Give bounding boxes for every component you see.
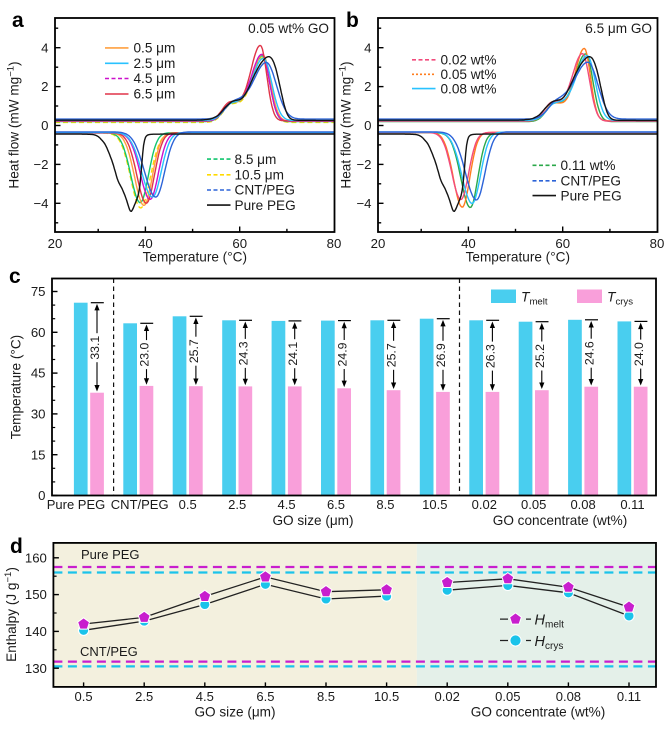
svg-text:b: b — [346, 9, 359, 32]
svg-text:10.5: 10.5 — [374, 689, 399, 704]
svg-text:4: 4 — [41, 40, 48, 55]
svg-text:−2: −2 — [356, 157, 371, 172]
svg-text:0.08: 0.08 — [556, 689, 581, 704]
svg-text:60: 60 — [555, 236, 570, 251]
svg-text:Heat flow (mW mg−1): Heat flow (mW mg−1) — [6, 61, 22, 188]
svg-text:25.7: 25.7 — [385, 343, 399, 367]
svg-text:0.02 wt%: 0.02 wt% — [441, 53, 497, 68]
svg-text:20: 20 — [48, 236, 63, 251]
svg-text:24.1: 24.1 — [286, 342, 300, 366]
svg-text:2.5 μm: 2.5 μm — [134, 56, 176, 71]
svg-text:0.5: 0.5 — [179, 497, 197, 512]
svg-text:0: 0 — [38, 488, 45, 503]
svg-text:−4: −4 — [356, 196, 371, 211]
svg-text:160: 160 — [25, 550, 47, 565]
svg-text:25.2: 25.2 — [533, 344, 547, 368]
svg-text:Temperature (°C): Temperature (°C) — [143, 250, 247, 265]
svg-text:Enthalpy (J g−1): Enthalpy (J g−1) — [3, 567, 19, 662]
svg-text:Temperature (°C): Temperature (°C) — [9, 335, 24, 439]
svg-text:80: 80 — [327, 236, 342, 251]
svg-text:4.5: 4.5 — [196, 689, 214, 704]
svg-text:0.05 wt%: 0.05 wt% — [441, 67, 497, 82]
svg-text:30: 30 — [31, 407, 46, 422]
svg-text:0.05 wt% GO: 0.05 wt% GO — [248, 21, 329, 36]
svg-text:−4: −4 — [33, 196, 48, 211]
svg-text:130: 130 — [25, 661, 47, 676]
svg-text:40: 40 — [138, 236, 153, 251]
svg-text:2: 2 — [41, 79, 48, 94]
svg-text:0.5: 0.5 — [75, 689, 93, 704]
svg-text:d: d — [10, 535, 23, 558]
svg-text:80: 80 — [650, 236, 665, 251]
svg-text:2: 2 — [364, 79, 371, 94]
svg-text:10.5: 10.5 — [422, 497, 447, 512]
svg-text:26.9: 26.9 — [434, 343, 448, 367]
svg-text:75: 75 — [31, 284, 46, 299]
svg-text:0: 0 — [364, 118, 371, 133]
svg-text:40: 40 — [461, 236, 476, 251]
svg-text:20: 20 — [371, 236, 386, 251]
svg-text:0: 0 — [41, 118, 48, 133]
svg-text:Pure PEG: Pure PEG — [561, 188, 622, 203]
svg-text:150: 150 — [25, 587, 47, 602]
svg-text:2.5: 2.5 — [135, 689, 153, 704]
svg-text:4.5: 4.5 — [278, 497, 296, 512]
svg-text:GO size (μm): GO size (μm) — [194, 705, 275, 720]
svg-text:8.5: 8.5 — [376, 497, 394, 512]
svg-text:CNT/PEG: CNT/PEG — [111, 497, 169, 512]
svg-text:6.5: 6.5 — [327, 497, 345, 512]
svg-text:Pure PEG: Pure PEG — [81, 547, 140, 562]
svg-text:Heat flow (mW mg−1): Heat flow (mW mg−1) — [338, 61, 354, 188]
svg-text:24.0: 24.0 — [632, 342, 646, 366]
svg-text:8.5 μm: 8.5 μm — [235, 152, 277, 167]
svg-text:0.11: 0.11 — [620, 497, 644, 512]
svg-text:6.5: 6.5 — [256, 689, 274, 704]
svg-text:CNT/PEG: CNT/PEG — [80, 644, 138, 659]
svg-text:0.08 wt%: 0.08 wt% — [441, 81, 497, 96]
svg-text:24.9: 24.9 — [335, 342, 349, 366]
svg-text:0.08: 0.08 — [570, 497, 595, 512]
svg-text:Pure PEG: Pure PEG — [47, 497, 106, 512]
svg-text:−2: −2 — [33, 157, 48, 172]
svg-text:Temperature (°C): Temperature (°C) — [466, 250, 570, 265]
svg-text:0.02: 0.02 — [435, 689, 460, 704]
svg-text:GO concentrate (wt%): GO concentrate (wt%) — [493, 513, 627, 528]
svg-text:0.11 wt%: 0.11 wt% — [561, 158, 616, 173]
svg-text:CNT/PEG: CNT/PEG — [235, 183, 295, 198]
svg-text:8.5: 8.5 — [317, 689, 335, 704]
svg-text:23.0: 23.0 — [138, 342, 152, 366]
svg-text:CNT/PEG: CNT/PEG — [561, 174, 621, 189]
svg-text:26.3: 26.3 — [483, 344, 497, 368]
svg-text:25.7: 25.7 — [187, 339, 201, 363]
svg-text:60: 60 — [31, 325, 46, 340]
svg-text:2.5: 2.5 — [228, 497, 246, 512]
svg-text:0.05: 0.05 — [495, 689, 520, 704]
svg-text:33.1: 33.1 — [88, 336, 102, 360]
svg-text:GO size (μm): GO size (μm) — [272, 513, 353, 528]
svg-text:24.3: 24.3 — [236, 341, 250, 365]
svg-text:4.5 μm: 4.5 μm — [134, 71, 176, 86]
svg-text:a: a — [12, 9, 24, 32]
svg-text:Pure PEG: Pure PEG — [235, 198, 296, 213]
svg-text:24.6: 24.6 — [582, 341, 596, 365]
svg-text:0.5 μm: 0.5 μm — [134, 41, 176, 56]
svg-text:15: 15 — [31, 447, 46, 462]
svg-text:0.05: 0.05 — [521, 497, 546, 512]
svg-text:60: 60 — [232, 236, 247, 251]
svg-text:0.02: 0.02 — [472, 497, 497, 512]
svg-text:10.5 μm: 10.5 μm — [235, 168, 284, 183]
svg-text:GO concentrate (wt%): GO concentrate (wt%) — [471, 705, 605, 720]
svg-text:c: c — [9, 265, 21, 288]
svg-text:4: 4 — [364, 40, 371, 55]
svg-text:6.5 μm GO: 6.5 μm GO — [585, 21, 652, 36]
svg-text:45: 45 — [31, 366, 46, 381]
svg-text:0.11: 0.11 — [617, 689, 641, 704]
svg-text:140: 140 — [25, 624, 47, 639]
svg-text:6.5 μm: 6.5 μm — [134, 87, 176, 102]
